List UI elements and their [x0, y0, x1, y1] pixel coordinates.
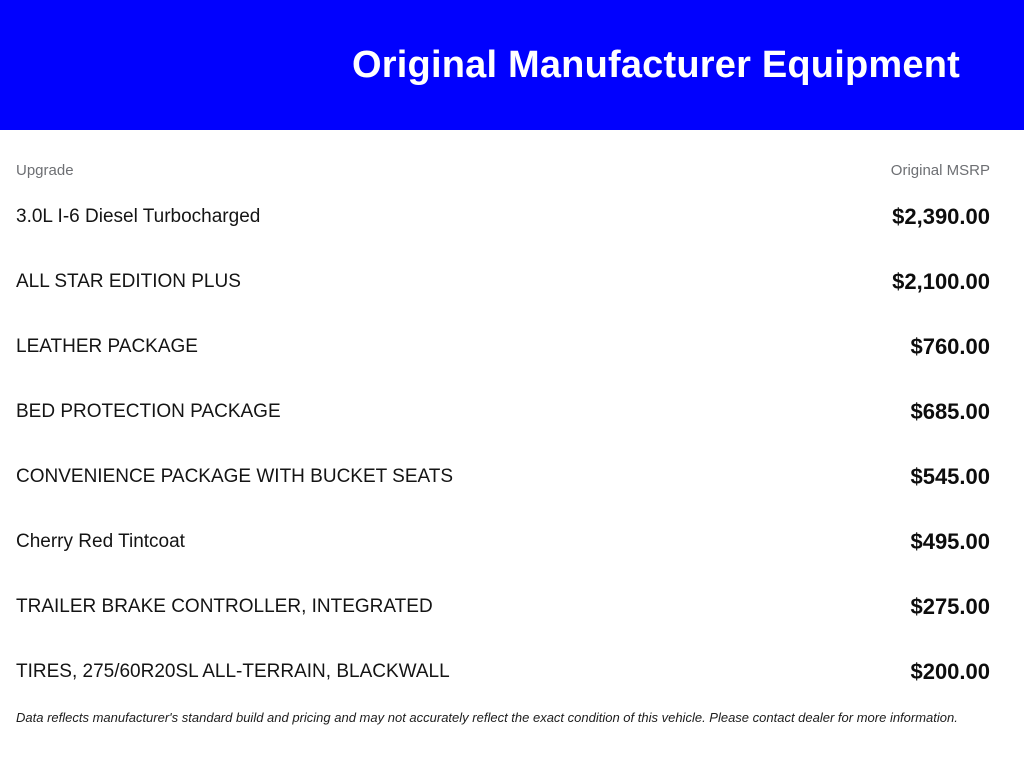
- upgrade-name: BED PROTECTION PACKAGE: [16, 400, 281, 422]
- upgrade-price: $275.00: [910, 593, 990, 619]
- table-body: 3.0L I-6 Diesel Turbocharged $2,390.00 A…: [16, 184, 990, 704]
- table-row: 3.0L I-6 Diesel Turbocharged $2,390.00: [16, 184, 990, 249]
- table-row: TRAILER BRAKE CONTROLLER, INTEGRATED $27…: [16, 574, 990, 639]
- upgrade-name: ALL STAR EDITION PLUS: [16, 270, 241, 292]
- table-row: BED PROTECTION PACKAGE $685.00: [16, 379, 990, 444]
- table-row: LEATHER PACKAGE $760.00: [16, 314, 990, 379]
- page-title: Original Manufacturer Equipment: [352, 43, 960, 86]
- upgrade-name: Cherry Red Tintcoat: [16, 530, 185, 552]
- upgrade-price: $545.00: [910, 463, 990, 489]
- upgrade-name: 3.0L I-6 Diesel Turbocharged: [16, 205, 261, 227]
- upgrade-name: LEATHER PACKAGE: [16, 335, 198, 357]
- header-banner: Original Manufacturer Equipment: [0, 0, 1024, 130]
- upgrade-price: $2,100.00: [892, 268, 990, 294]
- table-row: ALL STAR EDITION PLUS $2,100.00: [16, 249, 990, 314]
- table-row: CONVENIENCE PACKAGE WITH BUCKET SEATS $5…: [16, 444, 990, 509]
- table-row: TIRES, 275/60R20SL ALL-TERRAIN, BLACKWAL…: [16, 639, 990, 704]
- table-row: Cherry Red Tintcoat $495.00: [16, 509, 990, 574]
- upgrade-price: $495.00: [910, 528, 990, 554]
- upgrade-name: CONVENIENCE PACKAGE WITH BUCKET SEATS: [16, 465, 454, 487]
- table-header-row: Upgrade Original MSRP: [16, 161, 990, 179]
- upgrade-price: $685.00: [910, 398, 990, 424]
- upgrade-price: $2,390.00: [892, 203, 990, 229]
- disclaimer-text: Data reflects manufacturer's standard bu…: [16, 710, 958, 725]
- upgrade-name: TRAILER BRAKE CONTROLLER, INTEGRATED: [16, 595, 433, 617]
- upgrade-price: $200.00: [910, 658, 990, 684]
- upgrade-price: $760.00: [910, 333, 990, 359]
- upgrade-name: TIRES, 275/60R20SL ALL-TERRAIN, BLACKWAL…: [16, 660, 450, 682]
- equipment-list: Upgrade Original MSRP 3.0L I-6 Diesel Tu…: [0, 161, 1024, 726]
- column-header-msrp: Original MSRP: [890, 161, 990, 179]
- column-header-upgrade: Upgrade: [16, 161, 74, 179]
